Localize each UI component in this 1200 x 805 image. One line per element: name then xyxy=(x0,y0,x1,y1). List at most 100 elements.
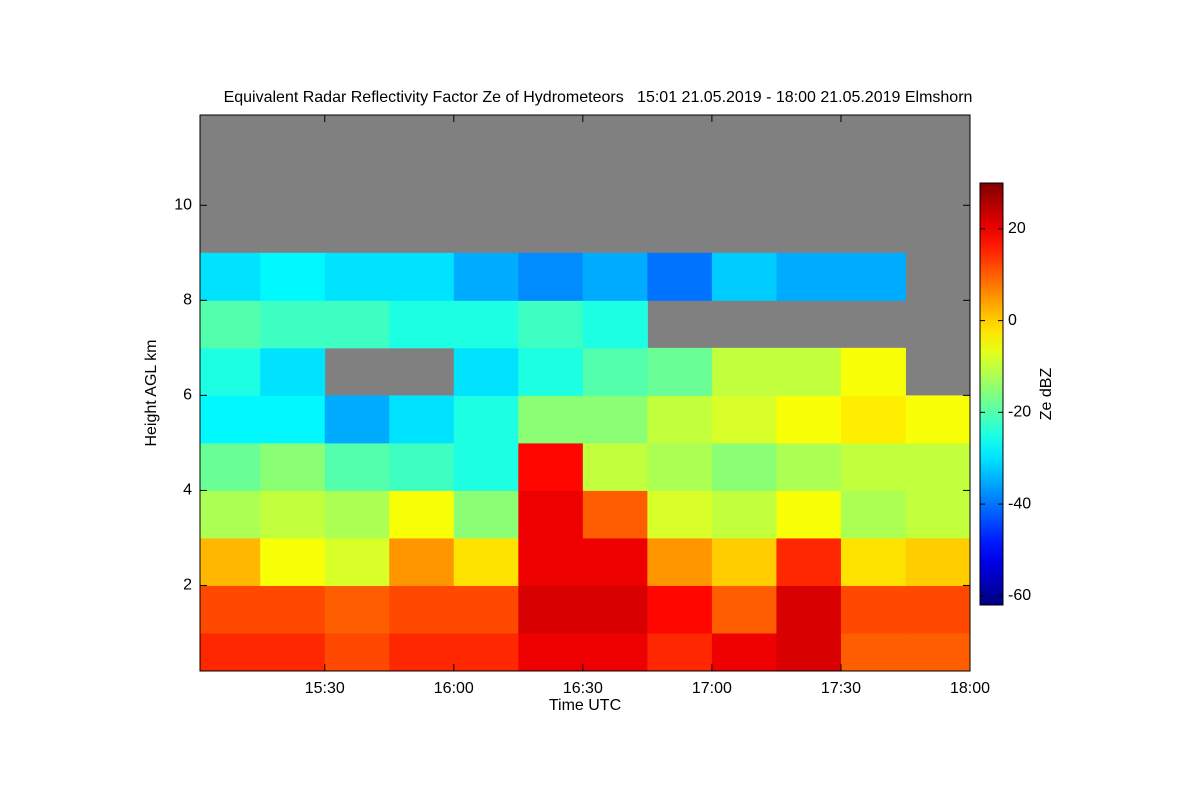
x-tick-label: 17:00 xyxy=(692,680,732,697)
heat-cell xyxy=(840,632,906,672)
heat-cell xyxy=(453,442,519,491)
heat-cell xyxy=(200,395,261,444)
heat-cell xyxy=(260,347,326,396)
heat-cell xyxy=(389,300,455,349)
heat-cell xyxy=(324,252,390,301)
heat-cell xyxy=(518,585,584,634)
heat-cell xyxy=(582,632,648,672)
chart-title: Equivalent Radar Reflectivity Factor Ze … xyxy=(224,89,973,106)
heat-cell xyxy=(905,537,971,586)
heat-cell xyxy=(200,442,261,491)
heat-cell xyxy=(905,442,971,491)
y-tick-label: 10 xyxy=(174,197,192,214)
x-tick-label: 16:30 xyxy=(563,680,603,697)
heat-cell xyxy=(324,490,390,539)
heat-cell xyxy=(711,632,777,672)
heat-cell xyxy=(776,585,842,634)
heat-cell xyxy=(776,442,842,491)
heat-cell xyxy=(582,347,648,396)
heat-cell xyxy=(840,347,906,396)
heat-cell xyxy=(518,537,584,586)
heat-cell xyxy=(840,537,906,586)
heat-cell xyxy=(905,490,971,539)
heat-cell xyxy=(776,490,842,539)
heat-cell xyxy=(200,347,261,396)
heat-cell xyxy=(840,252,906,301)
heat-cell xyxy=(647,632,713,672)
heat-cell xyxy=(711,490,777,539)
x-tick-label: 16:00 xyxy=(434,680,474,697)
heat-cell xyxy=(776,632,842,672)
heat-cell xyxy=(260,490,326,539)
heat-cell xyxy=(840,395,906,444)
heat-cell xyxy=(711,585,777,634)
heat-cell xyxy=(711,442,777,491)
heat-cell xyxy=(324,442,390,491)
heat-cell xyxy=(200,300,261,349)
heat-cell xyxy=(518,347,584,396)
heat-cell xyxy=(389,252,455,301)
x-axis-label: Time UTC xyxy=(549,697,621,714)
heat-cell xyxy=(518,490,584,539)
heat-cell xyxy=(260,252,326,301)
heat-cell xyxy=(582,300,648,349)
heat-cell xyxy=(582,537,648,586)
heat-cell xyxy=(518,395,584,444)
heat-cell xyxy=(905,632,971,672)
heat-cell xyxy=(260,395,326,444)
heat-cell xyxy=(453,490,519,539)
heat-cell xyxy=(324,395,390,444)
x-tick-label: 15:30 xyxy=(305,680,345,697)
heat-cell xyxy=(453,632,519,672)
heat-cell xyxy=(260,537,326,586)
heat-cell xyxy=(389,632,455,672)
heat-cell xyxy=(518,300,584,349)
y-tick-label: 2 xyxy=(183,577,192,594)
heat-cell xyxy=(324,537,390,586)
heat-cell xyxy=(518,252,584,301)
heat-cell xyxy=(647,347,713,396)
x-tick-label: 17:30 xyxy=(821,680,861,697)
heat-cell xyxy=(260,632,326,672)
colorbar-tick-label: -40 xyxy=(1008,495,1031,512)
heat-cell xyxy=(389,442,455,491)
heat-cell xyxy=(647,585,713,634)
colorbar-tick-label: -20 xyxy=(1008,404,1031,421)
heat-cell xyxy=(453,395,519,444)
heat-cell xyxy=(840,585,906,634)
heat-cell xyxy=(200,585,261,634)
heat-cell xyxy=(711,347,777,396)
heat-cell xyxy=(711,537,777,586)
heat-cell xyxy=(389,537,455,586)
heat-cell xyxy=(453,585,519,634)
heat-cell xyxy=(453,300,519,349)
colorbar-tick-label: 20 xyxy=(1008,220,1026,237)
heat-cell xyxy=(389,585,455,634)
y-tick-label: 8 xyxy=(183,292,192,309)
heat-cell xyxy=(840,442,906,491)
heat-cell xyxy=(776,347,842,396)
heat-cell xyxy=(324,300,390,349)
heat-cell xyxy=(905,585,971,634)
heat-cell xyxy=(582,252,648,301)
heat-cell xyxy=(582,395,648,444)
heat-cell xyxy=(200,490,261,539)
y-tick-label: 6 xyxy=(183,387,192,404)
heat-cell xyxy=(453,252,519,301)
colorbar-tick-label: 0 xyxy=(1008,312,1017,329)
heat-cell xyxy=(518,442,584,491)
heat-cell xyxy=(582,442,648,491)
heat-cell xyxy=(260,442,326,491)
heat-cell xyxy=(776,252,842,301)
heat-cell xyxy=(389,395,455,444)
y-axis-label: Height AGL km xyxy=(143,339,160,446)
heat-cell xyxy=(582,490,648,539)
heat-cell xyxy=(324,632,390,672)
heat-cell xyxy=(647,442,713,491)
heat-cell xyxy=(200,252,261,301)
colorbar-label: Ze dBZ xyxy=(1038,368,1055,421)
x-tick-label: 18:00 xyxy=(950,680,990,697)
heat-cell xyxy=(453,537,519,586)
heat-cell xyxy=(776,537,842,586)
